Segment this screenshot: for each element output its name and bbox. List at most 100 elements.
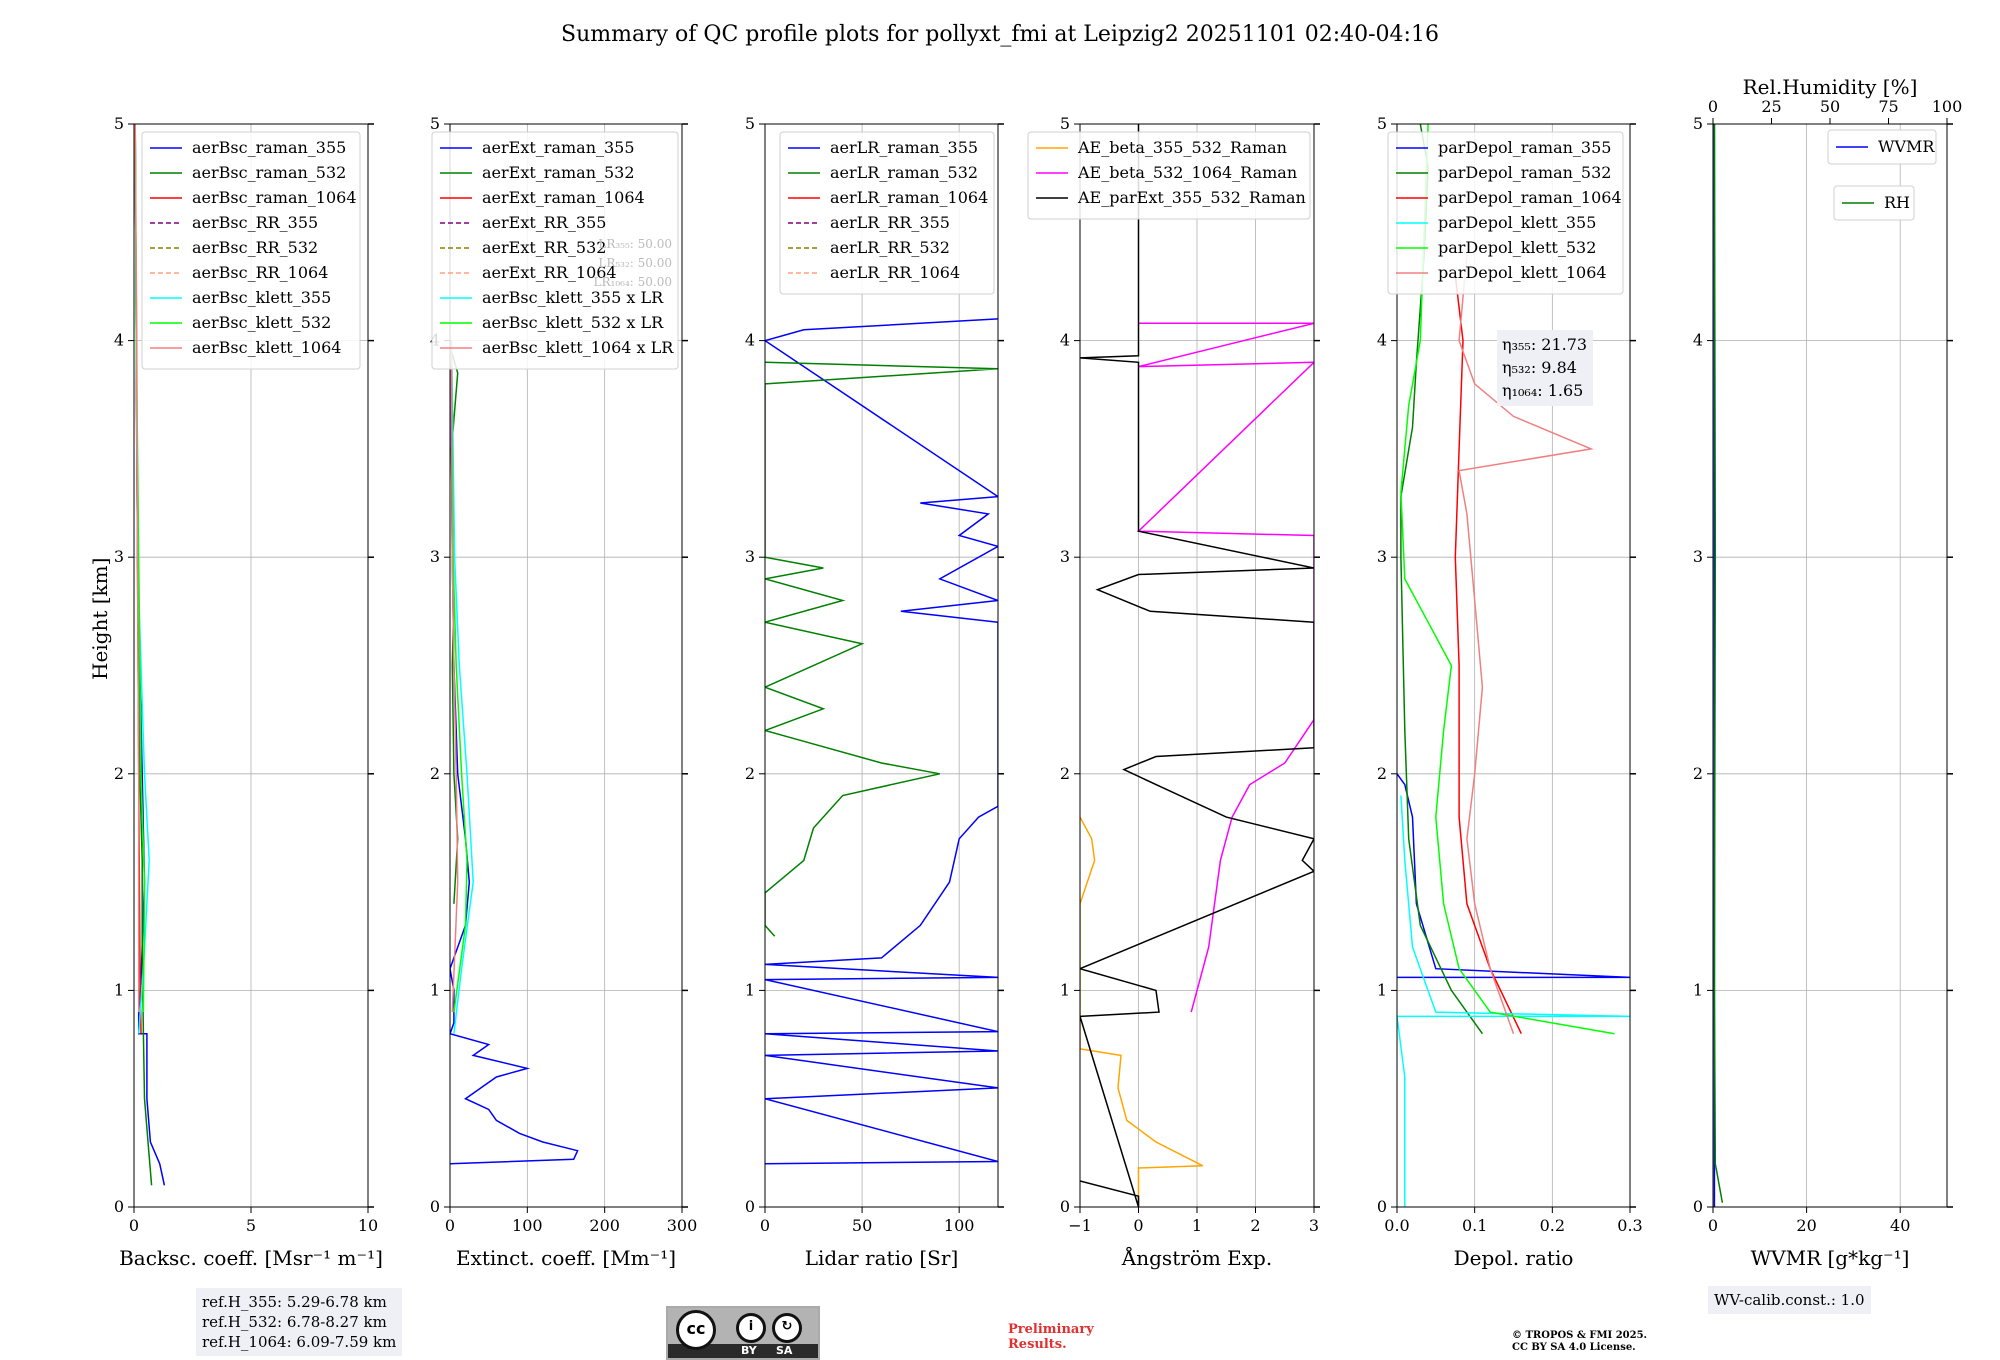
cc-icon: cc <box>676 1310 716 1350</box>
x-tick-label: 3 <box>1309 1216 1319 1235</box>
figure-title: Summary of QC profile plots for pollyxt_… <box>561 22 1439 47</box>
series-group <box>765 318 998 1165</box>
eta-label: η₃₅₅: 21.73 <box>1502 335 1587 354</box>
x-tick-label: 20 <box>1796 1216 1816 1235</box>
sa-label: SA <box>776 1344 793 1357</box>
legend: AE_beta_355_532_Raman AE_beta_532_1064_Ra… <box>1027 131 1311 220</box>
y-tick-label: 3 <box>1377 547 1387 566</box>
y-tick-label: 0 <box>114 1197 124 1216</box>
legend-box <box>431 131 679 370</box>
legend-entry: aerBsc_klett_1064 x LR <box>482 338 674 357</box>
legend-entry: aerBsc_raman_355 <box>192 138 346 157</box>
y-tick-label: 3 <box>114 547 124 566</box>
x-axis-label: Extinct. coeff. [Mm⁻¹] <box>456 1246 676 1270</box>
x-axis-label: WVMR [g*kg⁻¹] <box>1751 1246 1910 1270</box>
y-tick-label: 1 <box>430 980 440 999</box>
series-line-parDepol_klett_1064 <box>1458 253 1594 1034</box>
y-tick-label: 1 <box>745 980 755 999</box>
y-tick-label: 5 <box>1693 114 1703 133</box>
y-tick-label: 2 <box>745 764 755 783</box>
legend-entry: aerExt_RR_1064 <box>482 263 617 282</box>
y-tick-label: 1 <box>114 980 124 999</box>
y-tick-label: 5 <box>1060 114 1070 133</box>
series-line-aerBsc_klett_1064 x LR <box>450 340 459 1013</box>
x-tick-label: 0.3 <box>1617 1216 1642 1235</box>
top-x-tick-label: 50 <box>1820 97 1840 116</box>
preliminary-note: Preliminary Results. <box>1008 1322 1094 1352</box>
legend-entry: WVMR <box>1878 137 1935 156</box>
copyright-line-2: CC BY SA 4.0 License. <box>1512 1342 1636 1353</box>
y-tick-label: 0 <box>1060 1197 1070 1216</box>
legend-box <box>1827 129 1937 165</box>
series-line-AE_beta_355_532_Raman <box>1080 816 1204 1207</box>
y-tick-label: 5 <box>430 114 440 133</box>
x-tick-label: 0.0 <box>1384 1216 1409 1235</box>
y-tick-label: 3 <box>1060 547 1070 566</box>
sa-icon: ↻ <box>772 1313 802 1343</box>
series-group <box>1080 124 1314 1207</box>
legend-entry: aerBsc_klett_532 <box>192 313 331 332</box>
legend-box <box>1387 131 1624 295</box>
legend-entry: AE_beta_532_1064_Raman <box>1077 163 1297 182</box>
legend-entry: aerBsc_RR_532 <box>192 238 318 257</box>
x-tick-label: 0.1 <box>1462 1216 1487 1235</box>
y-tick-label: 0 <box>1377 1197 1387 1216</box>
x-tick-label: 0 <box>445 1216 455 1235</box>
legend-entry: RH <box>1884 193 1910 212</box>
y-tick-label: 2 <box>1060 764 1070 783</box>
legend-entry: aerLR_raman_532 <box>830 163 978 182</box>
y-tick-label: 5 <box>745 114 755 133</box>
axes-frame <box>449 123 683 1208</box>
legend-entry: parDepol_klett_1064 <box>1438 263 1607 282</box>
legend-entry: AE_parExt_355_532_Raman <box>1077 188 1306 207</box>
top-x-tick-label: 0 <box>1708 97 1718 116</box>
copyright-line-1: © TROPOS & FMI 2025. <box>1512 1330 1648 1341</box>
series-group <box>1397 124 1630 1207</box>
legend-entry: aerBsc_RR_1064 <box>192 263 328 282</box>
series-group <box>134 124 166 1186</box>
series-line-parDepol_klett_355 <box>1397 795 1630 1207</box>
x-axis-label: Lidar ratio [Sr] <box>805 1246 959 1270</box>
legend-entry: aerLR_RR_355 <box>830 213 950 232</box>
series-line-aerBsc_klett_532 x LR <box>450 340 468 1013</box>
series-line-RH <box>1713 124 1724 1203</box>
eta-label: η₅₃₂: 9.84 <box>1502 358 1577 377</box>
legend-entry: parDepol_raman_1064 <box>1438 188 1622 207</box>
by-icon: i <box>736 1313 766 1343</box>
top-x-tick-label: 100 <box>1932 97 1963 116</box>
y-tick-label: 4 <box>1060 331 1070 350</box>
x-tick-label: 300 <box>667 1216 698 1235</box>
legend-entry: aerExt_raman_1064 <box>482 188 645 207</box>
x-tick-label: 100 <box>944 1216 975 1235</box>
legend-entry: aerBsc_klett_355 <box>192 288 331 307</box>
series-line-aerBsc_klett_1064 <box>134 124 140 1013</box>
x-tick-label: 40 <box>1890 1216 1910 1235</box>
legend-entry: parDepol_klett_532 <box>1438 238 1596 257</box>
y-tick-label: 0 <box>745 1197 755 1216</box>
panel-5: 0.0 0.1 0.2 0.3 0 1 2 3 4 5 Depol. ratio parDepol_r… <box>1377 114 1643 1270</box>
legend-entry: parDepol_klett_355 <box>1438 213 1596 232</box>
axes-frame <box>133 123 369 1208</box>
y-tick-label: 3 <box>1693 547 1703 566</box>
ref-height-1064: ref.H_1064: 6.09-7.59 km <box>202 1333 397 1351</box>
y-axis-label-text: Height [km] <box>88 557 112 680</box>
y-tick-label: 4 <box>745 331 755 350</box>
y-tick-label: 2 <box>114 764 124 783</box>
x-axis-label: Backsc. coeff. [Msr⁻¹ m⁻¹] <box>119 1246 383 1270</box>
eta-box-bg <box>1497 330 1593 406</box>
legend-entry: parDepol_raman_355 <box>1438 138 1611 157</box>
legend-entry: aerLR_raman_355 <box>830 138 978 157</box>
y-axis-label: Height [km] <box>68 558 112 680</box>
legend: aerBsc_raman_355 aerBsc_raman_532 aerBsc_r… <box>141 131 361 370</box>
legend-entry: aerExt_raman_532 <box>482 163 635 182</box>
legend-entry: aerExt_RR_355 <box>482 213 606 232</box>
x-tick-label: 10 <box>358 1216 378 1235</box>
series-line-aerLR_raman_532 <box>765 361 998 937</box>
x-tick-label: 0 <box>129 1216 139 1235</box>
x-tick-label: 50 <box>852 1216 872 1235</box>
lidar-ratio-note: LR₅₃₂: 50.00 <box>598 256 672 270</box>
x-tick-label: 5 <box>246 1216 256 1235</box>
x-tick-label: 200 <box>589 1216 620 1235</box>
